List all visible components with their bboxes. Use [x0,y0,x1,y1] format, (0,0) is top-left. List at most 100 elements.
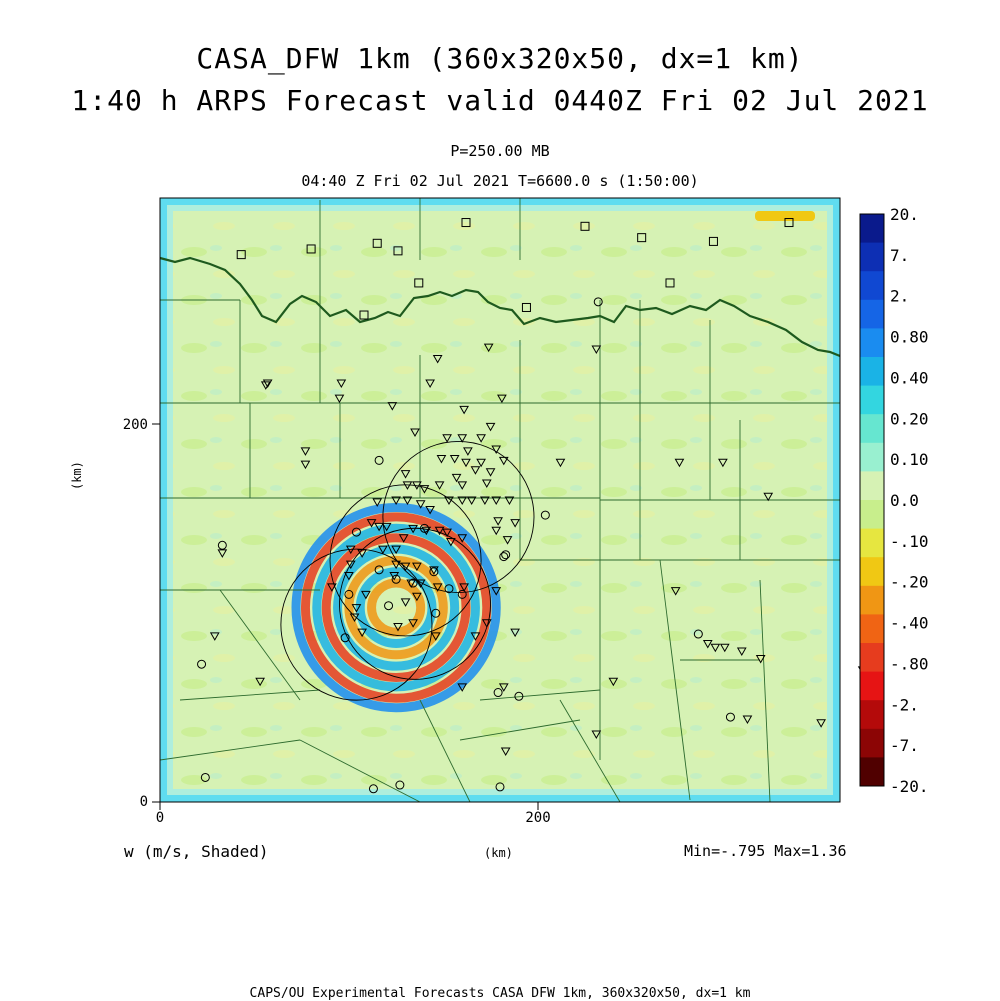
station-triangle [412,481,422,490]
station-triangle [300,447,311,456]
station-triangle [402,496,413,506]
station-square [708,236,718,246]
station-square [414,278,424,288]
valid-time: 04:40 Z Fri 02 Jul 2021 T=6600.0 s (1:50… [301,172,699,190]
colorbar-segment [860,643,884,673]
min-max-readout: Min=-.795 Max=1.36 [684,842,847,860]
colorbar-frame [859,213,885,787]
station-circle [593,297,603,307]
colorbar-label: 0.80 [890,328,929,347]
station-circle [429,567,439,577]
station-triangle [459,583,469,592]
station-circle [514,691,524,701]
station-triangle [344,572,354,581]
colorbar-segment [860,471,884,501]
station-triangle [481,479,492,489]
colorbar-label: 7. [890,246,909,265]
station-circle [693,629,703,639]
station-triangle [470,632,481,641]
station-triangle [500,747,511,757]
station-triangle [255,677,265,687]
station-triangle [446,538,456,547]
axis-ticks [152,423,539,810]
station-triangle [351,604,362,613]
colorbar-segment [860,700,884,730]
station-circle [493,688,503,698]
station-triangle [510,628,520,638]
station-triangle [481,619,492,628]
station-triangle [415,500,426,509]
station-triangle [402,481,413,490]
station-triangle [345,560,356,570]
station-circle [457,589,467,599]
colorbar-label: 0.10 [890,450,929,469]
station-triangle [493,517,503,526]
station-triangle [209,632,220,641]
station-triangle [391,545,401,555]
colorbar-label: 0.0 [890,491,919,510]
station-triangle [608,677,619,687]
station-square [521,302,531,312]
colorbar-label: -.40 [890,614,929,633]
station-triangle [718,458,728,468]
station-triangle [466,496,477,506]
station-triangle [674,458,685,468]
station-triangle [327,583,337,592]
station-square [784,218,794,228]
station-triangle [398,534,409,543]
radar-ring [280,548,433,701]
station-circle [340,633,350,643]
station-triangle [485,422,496,432]
station-triangle [434,526,445,536]
wave-ring [333,544,460,671]
colorbar-segment [860,557,884,587]
station-triangle [498,456,509,466]
station-square [306,244,316,254]
station-triangle [425,505,435,515]
station-triangle [430,632,441,641]
station-triangle [442,528,452,538]
station-circle [351,527,361,537]
colorbar-label: 0.20 [890,409,929,428]
station-triangle [457,534,468,543]
station-triangle [389,572,400,581]
station-triangle [378,545,388,555]
wave-ring [291,502,501,713]
station-triangle [408,619,418,628]
gravity-wave-rings [291,502,501,713]
station-circle [725,712,735,722]
station-triangle [366,519,377,528]
colorbar-label: -.10 [890,532,929,551]
station-triangle [300,460,311,470]
station-triangle [391,496,401,506]
station-triangle [408,524,418,534]
station-circle [408,578,418,588]
station-triangle [421,526,432,536]
chart-title-forecast: 1:40 h ARPS Forecast valid 0440Z Fri 02 … [71,84,929,117]
station-circle [540,510,550,520]
station-triangle [436,454,447,464]
station-triangle [476,458,486,468]
station-triangle [449,454,460,464]
station-triangle [702,639,713,649]
station-triangle [393,622,403,632]
station-triangle [504,496,515,506]
y-tick-label: 0 [140,794,148,810]
colorbar-segment [860,299,884,329]
station-circle [217,540,227,550]
station-triangle [374,522,384,532]
station-triangle [461,458,471,468]
colorbar-segment [860,614,884,644]
x-axis-unit: (km) [484,846,513,860]
station-triangle [483,343,494,353]
station-circle [368,784,378,794]
station-square [236,250,246,260]
station-triangle [763,492,774,502]
colorbar-label: -.20 [890,573,929,592]
wave-ring [312,523,480,692]
station-triangle [415,579,426,589]
station-triangle [400,598,411,607]
x-tick-label: 200 [525,810,550,826]
colorbar-label: -20. [890,777,929,796]
